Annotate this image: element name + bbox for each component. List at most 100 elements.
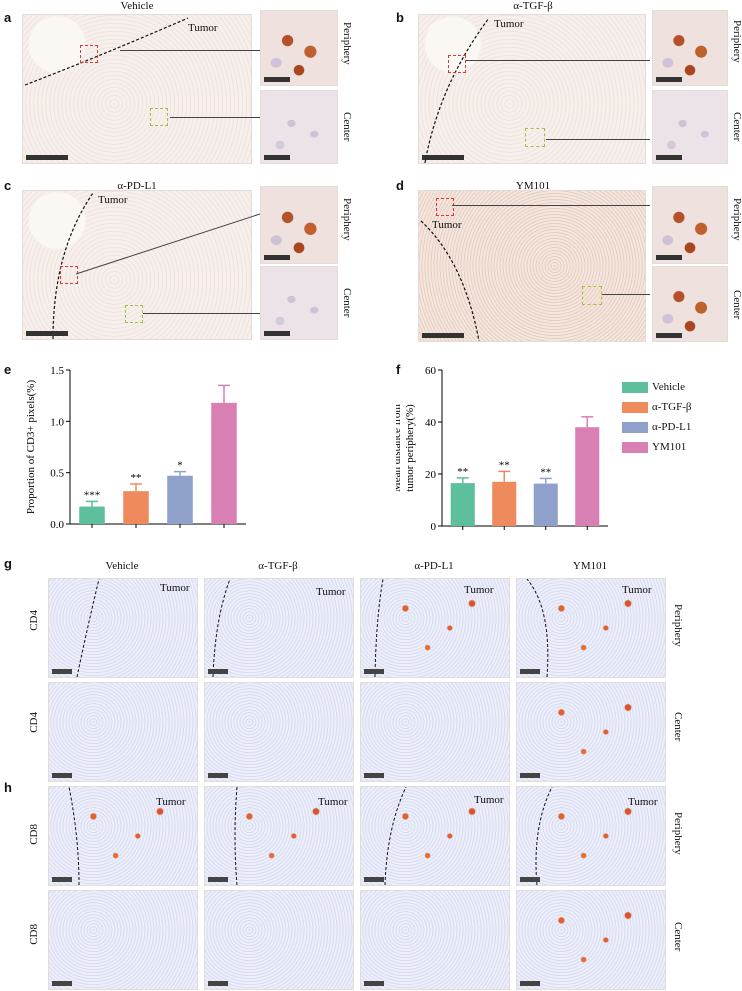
row-label-cd4: CD4 [28,712,40,733]
scale-bar [208,669,228,674]
scale-bar [208,773,228,778]
tumor-label: Tumor [432,219,462,231]
tumor-label: Tumor [160,582,190,594]
significance-label: ** [499,459,510,471]
tumor-label: Tumor [464,584,494,596]
tumor-label: Tumor [318,796,348,808]
legend-swatch-tgfb [622,402,648,413]
panel-b-title: α-TGF-β [513,0,553,12]
cd8-pdl1-periphery [360,786,510,886]
y-tick-label: 0.0 [50,519,64,531]
row-label-cd8: CD8 [28,924,40,945]
tumor-label: Tumor [474,794,504,806]
scale-bar [52,981,72,986]
panel-b-center-inset [652,90,728,164]
legend-label: α-TGF-β [652,401,692,413]
y-tick-label: 1.5 [50,365,64,377]
tumor-boundary-line [424,17,490,163]
tumor-boundary-line [420,220,480,341]
panel-c-periphery-inset [260,186,338,264]
column-title: Vehicle [105,560,139,572]
tumor-boundary-line [384,787,407,885]
y-tick-label: 0.5 [50,468,64,480]
panel-a-center-inset [260,90,338,164]
periphery-region-box [448,55,466,73]
tumor-label: Tumor [156,796,186,808]
column-title: α-TGF-β [258,560,298,572]
panel-c-main-image [22,190,252,340]
periphery-label: Periphery [341,198,353,241]
panel-a-main-image [22,14,252,164]
periphery-label: Periphery [341,22,353,65]
connector-line [546,139,650,140]
scale-bar [208,877,228,882]
cd8-tgfb-center [204,890,354,990]
legend-swatch-pdl1 [622,422,648,433]
cd4-ym101-center [516,682,666,782]
y-axis-label: Mean distance fromtumor periphery(%) [396,404,416,492]
scale-bar [52,669,72,674]
mean-distance-chart: 0 20 40 60 Mean distance fromtumor periphery… [396,365,608,533]
cd8-ym101-periphery [516,786,666,886]
periphery-region-box [80,45,98,63]
row-label-cd8: CD8 [28,824,40,845]
center-region-box [525,128,545,147]
bar [123,491,149,524]
y-axis-label-line: tumor periphery(%) [404,404,416,492]
panel-label-g: g [4,556,12,571]
center-label: Center [672,922,684,952]
panel-b-periphery-inset [652,10,728,86]
legend-label: YM101 [652,441,687,453]
tumor-boundary-line [52,192,94,339]
legend-label: α-PD-L1 [652,421,692,433]
scale-bar [422,333,464,338]
scale-bar [656,255,682,260]
cd8-vehicle-center [48,890,198,990]
tumor-label: Tumor [98,194,128,206]
y-axis-label-line: Mean distance from [396,404,403,492]
panel-b-main-image [418,14,646,164]
center-label: Center [731,290,742,320]
panel-d-main-image [418,190,646,342]
significance-label: ** [457,466,468,478]
scale-bar [52,877,72,882]
legend-swatch-vehicle [622,382,648,393]
connector-line [120,50,260,51]
cd4-tgfb-periphery [204,578,354,678]
legend-label: Vehicle [652,381,685,393]
bar [533,483,558,526]
center-label: Center [672,712,684,742]
tumor-label: Tumor [628,796,658,808]
scale-bar [208,981,228,986]
scale-bar [264,77,290,82]
center-region-box [582,286,602,305]
cd8-pdl1-center [360,890,510,990]
scale-bar [656,77,682,82]
column-title: YM101 [572,560,608,572]
significance-label: ** [131,472,142,484]
cd4-ym101-periphery [516,578,666,678]
periphery-region-box [436,198,454,216]
y-tick-label: 40 [425,417,437,429]
scale-bar [264,331,290,336]
scale-bar [364,877,384,882]
periphery-region-box [60,266,78,284]
panel-c-center-inset [260,266,338,340]
cd8-vehicle-periphery [48,786,198,886]
connector-line [143,313,260,314]
cd4-vehicle-periphery [48,578,198,678]
panel-d-center-inset [652,266,728,342]
bar [575,427,600,526]
scale-bar [520,773,540,778]
cd8-tgfb-periphery [204,786,354,886]
tumor-label: Tumor [188,22,218,34]
scale-bar [364,669,384,674]
connector-line [75,213,261,275]
panel-label-h: h [4,780,12,795]
tumor-label: Tumor [622,584,652,596]
cd8-ym101-center [516,890,666,990]
significance-label: * [177,460,183,472]
tumor-label: Tumor [494,18,524,30]
y-tick-label: 0 [431,521,437,533]
legend-swatch-ym101 [622,442,648,453]
